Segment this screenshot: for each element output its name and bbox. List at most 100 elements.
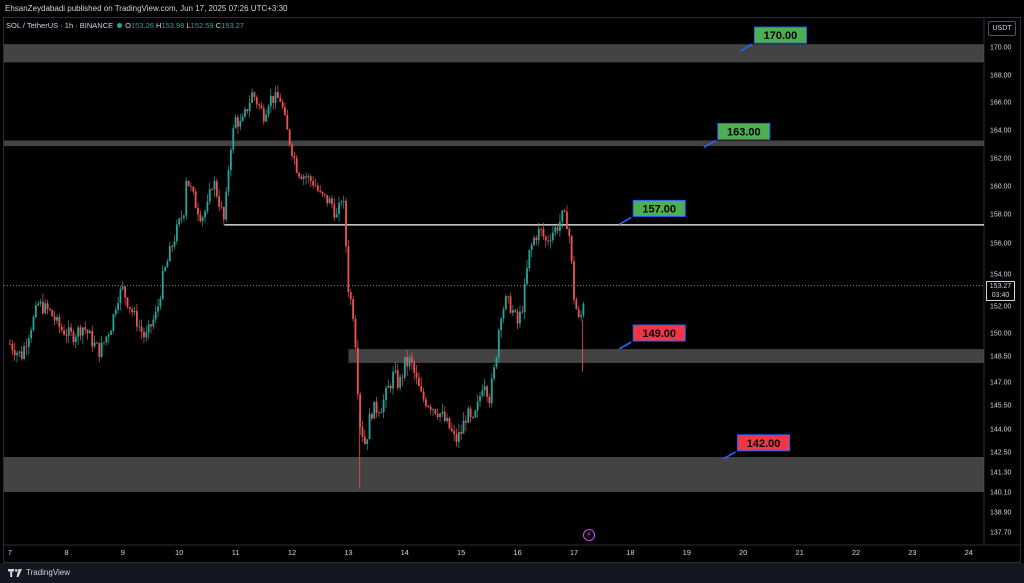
time-tick-label: 13 [344,548,352,557]
candle-body [570,235,573,262]
sr-zone-0[interactable] [4,44,984,63]
candle-body [46,303,49,309]
candle-body [504,296,507,310]
price-tick-label: 145.50 [990,403,1012,410]
time-tick-label: 18 [626,548,634,557]
candle-body [519,311,521,324]
candle-body [239,121,242,127]
candle-body [516,311,519,324]
callout-pointer [740,43,753,52]
close-label: C [215,21,222,30]
candle-body [286,114,289,130]
time-tick-label: 10 [175,548,183,557]
candle-body [434,409,437,414]
footer-bar: TradingView [0,563,1024,583]
candle-body [563,210,566,212]
candle-body [521,311,524,313]
lightning-icon[interactable]: ⚡ [583,529,595,541]
current-price-tag: 153.27 03:40 [986,281,1015,301]
time-tick-label: 20 [739,548,747,557]
price-callout-box[interactable] [737,434,791,452]
candle-body [157,306,159,312]
high-value: 153.98 [161,21,185,30]
candle-body [37,303,40,306]
time-tick-label: 9 [121,548,125,557]
price-callout-label: 170.00 [764,30,798,42]
candle-body [60,326,63,331]
candle-body [472,416,474,418]
candle-body [56,316,58,321]
candle-body [63,330,65,335]
candle-body [514,310,517,312]
candle-body [387,385,390,388]
candle-body [27,338,30,347]
candle-body [234,117,237,129]
open-value: 153.26 [130,21,154,30]
price-callout-box[interactable] [717,122,771,140]
candle-body [140,326,143,332]
candle-body [136,310,138,327]
candle-body [58,316,61,327]
currency-selector[interactable]: USDT [988,21,1016,36]
candle-body [481,390,484,397]
candle-body [542,229,545,237]
candle-body [67,327,70,336]
sr-zone-4[interactable] [4,457,984,492]
brand[interactable]: TradingView [8,563,70,583]
price-tick-label: 141.30 [990,470,1012,477]
candle-body [302,176,305,179]
candle-body [401,376,404,378]
candle-body [408,357,411,367]
price-callout-box[interactable] [632,199,686,217]
candle-body [512,310,514,313]
candle-body [274,92,277,103]
candle-body [190,186,192,187]
candle-body [105,336,108,343]
candle-body [295,157,298,173]
market-status-icon [117,23,123,28]
tradingview-logo-icon [8,569,22,577]
candle-body [131,308,134,313]
candle-body [211,189,213,190]
candle-body [436,413,439,418]
price-tick-label: 160.00 [990,184,1012,191]
candle-body [566,211,568,230]
candle-body [81,327,84,336]
candle-body [502,309,505,319]
callout-pointer [618,216,632,226]
price-callout-box[interactable] [753,26,807,44]
candle-body [51,310,54,317]
candle-body [128,307,131,309]
candle-body [354,318,357,348]
candle-body [230,149,232,171]
candle-body [319,190,322,192]
candle-body [486,386,488,397]
candle-body [208,189,211,202]
candle-body [573,261,575,300]
candle-body [269,95,272,107]
candle-body [171,246,174,248]
sr-zone-3[interactable] [348,349,984,363]
candle-body [580,315,582,317]
candle-body [227,170,230,192]
candle-body [65,334,68,336]
candle-body [225,191,228,220]
candle-body [328,198,331,204]
sr-zone-1[interactable] [4,140,984,147]
candle-body [133,310,136,313]
candle-body [413,362,416,373]
candle-body [467,408,470,423]
candle-body [340,202,343,203]
candle-body [251,92,253,103]
candle-body [429,406,432,410]
price-callout-box[interactable] [632,324,686,342]
candle-body [246,109,249,112]
candle-body [373,401,376,419]
candle-body [192,186,195,192]
callout-pointer [618,341,632,350]
candle-body [9,343,11,345]
candle-body [272,95,275,103]
candle-body [432,409,434,410]
time-tick-label: 11 [232,548,240,557]
